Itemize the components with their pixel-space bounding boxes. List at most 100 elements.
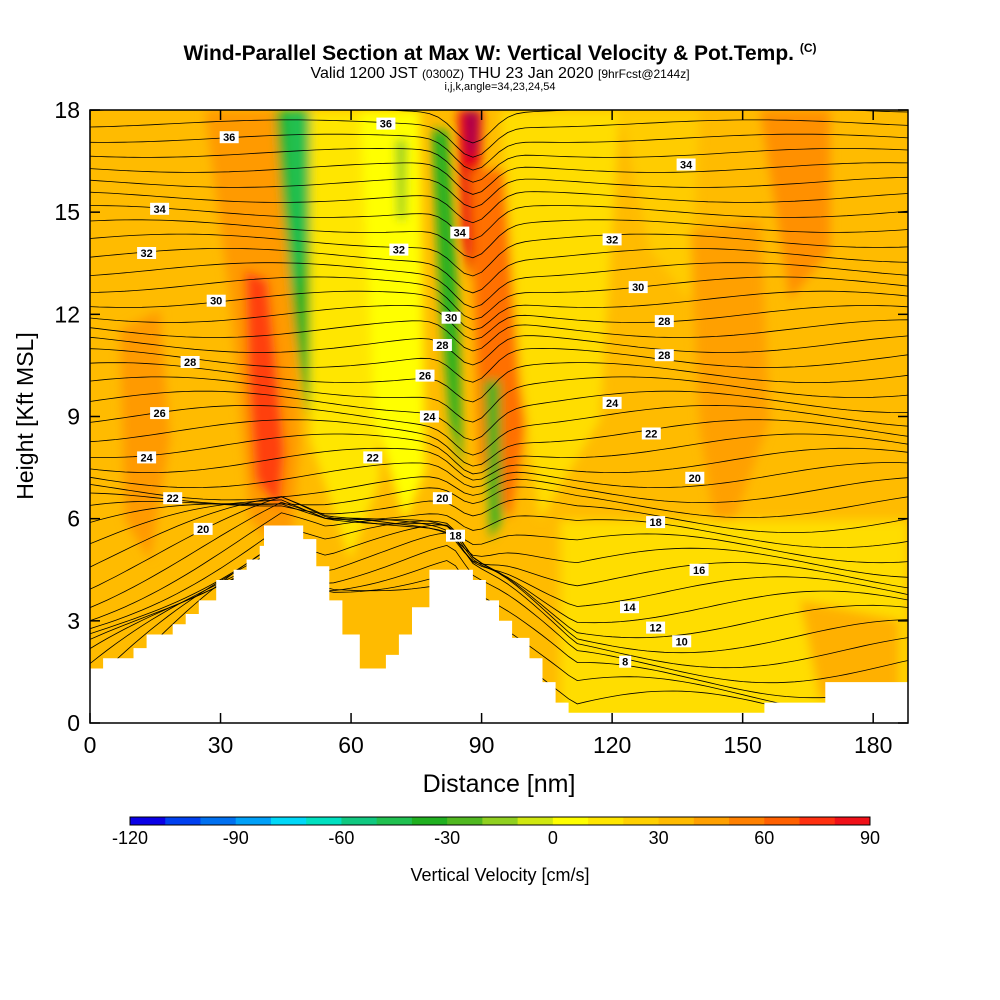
chart-subtitle: Valid 1200 JST (0300Z) THU 23 Jan 2020 [… (310, 65, 690, 82)
theta-contour-line (90, 147, 908, 183)
theta-label: 22 (367, 452, 379, 464)
theta-contour-line (90, 233, 908, 277)
y-tick-label: 15 (54, 199, 80, 225)
theta-label: 20 (197, 524, 209, 536)
colorbar-swatch (482, 817, 519, 825)
x-tick-label: 60 (338, 732, 364, 758)
theta-label-box (163, 492, 183, 505)
theta-label-box (219, 131, 239, 144)
theta-contour-line (90, 191, 908, 224)
colorbar-swatch (447, 817, 483, 825)
theta-label-box (432, 339, 452, 351)
theta-label: 28 (184, 357, 196, 369)
theta-label-box (150, 407, 170, 420)
x-tick-label: 150 (723, 732, 761, 758)
theta-label-box (363, 451, 383, 464)
theta-label-box (602, 396, 622, 409)
theta-label: 32 (606, 234, 618, 246)
colorbar-swatch (588, 817, 624, 825)
colorbar-swatch (834, 817, 871, 825)
theta-contour-line (90, 501, 908, 608)
theta-contour-line (90, 524, 908, 654)
x-axis-label: Distance [nm] (423, 770, 576, 798)
theta-label-box (419, 410, 439, 423)
theta-label-box (619, 655, 632, 668)
terrain-mask (90, 525, 908, 723)
theta-label: 18 (449, 531, 461, 543)
yellow-band-far-right (620, 110, 700, 300)
downdraft-band-center (432, 130, 462, 470)
theta-contour-line (90, 496, 908, 578)
theta-contour-line (90, 447, 908, 481)
velocity-field (90, 110, 908, 723)
theta-contour-line (90, 276, 908, 321)
theta-contour-line (90, 376, 908, 423)
x-axis: 0 30 60 90 120 150 180 (84, 110, 892, 758)
theta-contour-line (90, 119, 908, 158)
theta-label-box (685, 471, 705, 484)
colorbar-swatch (623, 817, 660, 825)
theta-label: 12 (649, 623, 661, 635)
theta-label: 26 (419, 371, 431, 383)
downdraft-core-left (285, 110, 308, 300)
updraft-core-left (245, 270, 285, 510)
theta-contours (90, 110, 908, 723)
colorbar-swatch (411, 817, 448, 825)
theta-label: 30 (210, 296, 222, 308)
theta-label: 16 (693, 565, 705, 577)
theta-label: 28 (658, 350, 670, 362)
theta-label-box (641, 427, 661, 440)
colorbar-swatch (270, 817, 307, 825)
colorbar-swatch (200, 817, 237, 825)
theta-label-box (180, 356, 200, 368)
theta-contour-line (90, 498, 908, 533)
theta-contour-line (90, 404, 908, 456)
colorbar-swatch (306, 817, 342, 825)
theta-label-box (672, 635, 692, 648)
theta-contour-line (90, 290, 908, 331)
theta-contour-line (90, 476, 908, 503)
theta-label: 36 (380, 119, 392, 131)
colorbar-tick-label: 90 (860, 828, 880, 848)
theta-label-box (676, 158, 696, 171)
colorbar-label: Vertical Velocity [cm/s] (410, 865, 589, 885)
y-tick-label: 3 (67, 608, 80, 634)
theta-contour-line (90, 486, 908, 518)
x-tick-label: 90 (469, 732, 495, 758)
yellow-band-left (310, 110, 380, 560)
theta-label-box (689, 563, 709, 576)
theta-contour-line (90, 362, 908, 403)
theta-label-box (193, 522, 213, 535)
theta-contour-line (90, 262, 908, 309)
theta-label-box (646, 621, 666, 634)
updraft-band-lower-right (800, 600, 900, 700)
theta-label: 34 (454, 228, 467, 240)
colorbar-tick-label: 0 (548, 828, 558, 848)
theta-label-box (137, 247, 157, 259)
theta-label-box (137, 451, 157, 464)
theta-label-box (389, 243, 409, 256)
colorbar-frame (129, 816, 871, 826)
theta-label-box (620, 601, 639, 614)
theta-contour-line (90, 219, 908, 259)
colorbar-tick-label: -30 (434, 828, 460, 848)
y-tick-label: 0 (67, 710, 80, 736)
theta-contour-line (90, 335, 908, 366)
theta-label: 36 (223, 132, 235, 144)
theta-label: 26 (153, 408, 165, 420)
theta-contour-line (90, 176, 908, 209)
y-tick-label: 6 (67, 506, 80, 532)
theta-contour-line (90, 433, 908, 475)
y-axis-label: Height [Kft MSL] (12, 332, 38, 499)
colorbar-swatch (552, 817, 589, 825)
theta-label: 24 (606, 398, 619, 410)
colorbar: -120 -90 -60 -30 0 30 60 90 (112, 816, 880, 848)
theta-label-box (415, 369, 435, 382)
theta-label-box (450, 226, 470, 239)
downdraft-band-right (484, 380, 502, 540)
theta-label: 24 (423, 412, 436, 424)
theta-contour-line (90, 512, 908, 624)
theta-contour-line (90, 162, 908, 195)
